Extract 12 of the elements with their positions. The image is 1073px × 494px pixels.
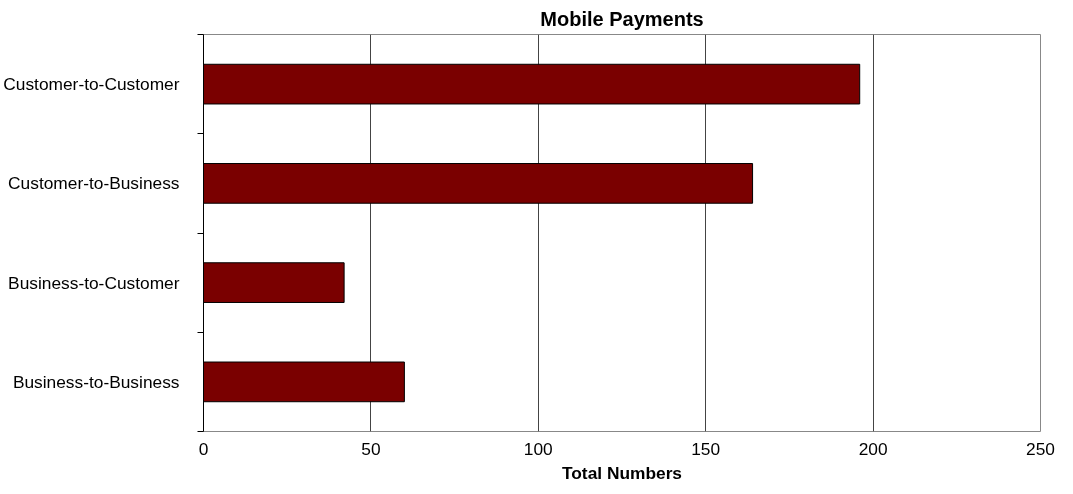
y-tick-label: Business-to-Customer [8, 272, 180, 293]
x-tick-label: 0 [198, 438, 209, 459]
x-tick-label: 200 [858, 438, 888, 459]
chart-title: Mobile Payments [540, 7, 704, 30]
x-tick-label: 100 [523, 438, 553, 459]
x-tick-label: 150 [691, 438, 721, 459]
x-tick-label: 250 [1026, 438, 1055, 459]
x-tick-label: 50 [361, 438, 381, 459]
y-tick-label: Customer-to-Business [8, 173, 180, 194]
y-tick-label: Customer-to-Customer [3, 74, 180, 95]
y-tick-label: Business-to-Business [12, 371, 180, 392]
x-axis-title: Total Numbers [561, 462, 683, 483]
